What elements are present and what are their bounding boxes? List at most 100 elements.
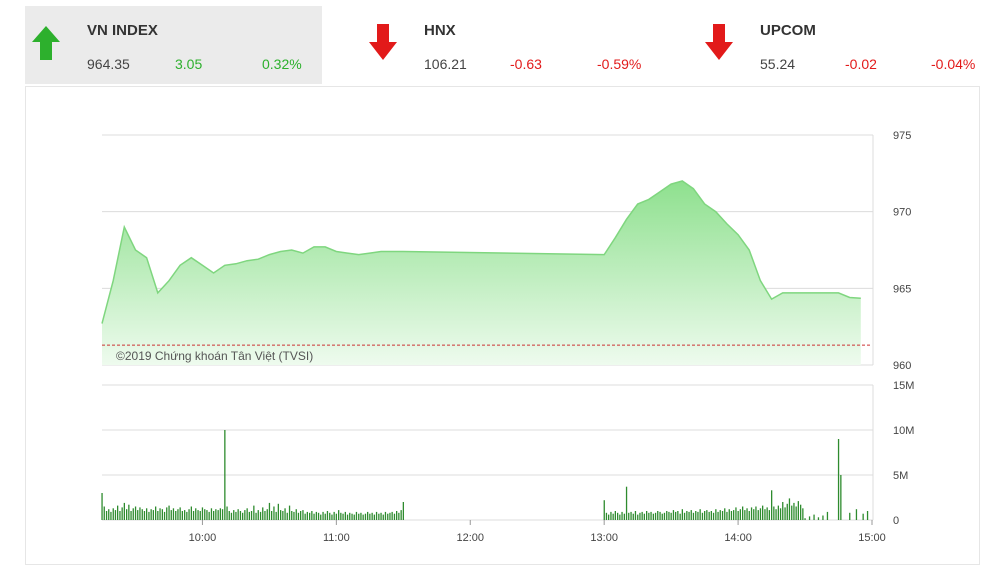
- volume-bar: [273, 506, 275, 520]
- volume-bar: [199, 511, 201, 520]
- volume-bar: [699, 509, 701, 520]
- volume-tick-label: 10M: [893, 425, 914, 437]
- volume-bar: [358, 513, 360, 520]
- volume-bar: [284, 508, 286, 520]
- volume-gridlines: [102, 384, 874, 521]
- volume-bar: [163, 511, 166, 520]
- volume-bar: [297, 512, 300, 520]
- ticker-percent: -0.59%: [597, 56, 642, 72]
- volume-bar: [663, 512, 666, 520]
- volume-bar: [166, 507, 168, 520]
- volume-bar: [612, 513, 614, 520]
- volume-bar: [259, 511, 262, 520]
- volume-bar: [355, 511, 358, 520]
- volume-bar: [250, 511, 253, 520]
- time-tick-label: 13:00: [590, 532, 618, 544]
- volume-bar: [634, 511, 637, 520]
- volume-bar: [257, 510, 259, 520]
- volume-bar: [380, 512, 382, 520]
- volume-bar: [737, 511, 739, 520]
- volume-bar: [630, 511, 632, 520]
- volume-bar: [271, 511, 273, 520]
- ticker-price: 55.24: [760, 56, 796, 72]
- volume-bar: [804, 518, 806, 520]
- volume-bar: [195, 508, 197, 520]
- volume-bar: [788, 498, 791, 520]
- volume-bar: [791, 505, 793, 520]
- ticker-hnx[interactable]: HNX 106.21 -0.63 -0.59%: [362, 6, 659, 84]
- volume-bar: [719, 510, 721, 520]
- ticker-percent: -0.04%: [931, 56, 976, 72]
- volume-bars: [101, 430, 869, 520]
- volume-bar: [389, 512, 391, 520]
- volume-bar: [690, 510, 692, 520]
- volume-bar: [402, 502, 404, 520]
- volume-bar: [768, 510, 770, 520]
- volume-bar: [315, 511, 317, 520]
- volume-bar: [103, 506, 105, 520]
- ticker-upcom[interactable]: UPCOM 55.24 -0.02 -0.04%: [698, 6, 998, 84]
- volume-bar: [692, 512, 695, 520]
- volume-bar: [793, 502, 795, 520]
- volume-bar: [275, 511, 277, 520]
- time-tick-label: 14:00: [724, 532, 752, 544]
- volume-bar: [117, 505, 119, 520]
- volume-bar: [177, 509, 179, 520]
- volume-bar: [235, 511, 237, 520]
- volume-bar: [128, 504, 130, 520]
- volume-bar: [750, 507, 753, 520]
- volume-bar: [322, 511, 324, 520]
- volume-bar: [226, 506, 228, 520]
- volume-bar: [280, 510, 282, 520]
- ticker-vnindex[interactable]: VN INDEX 964.35 3.05 0.32%: [25, 6, 322, 84]
- volume-bar: [192, 511, 195, 520]
- ticker-change: 3.05: [175, 56, 203, 72]
- volume-bar: [304, 513, 306, 520]
- volume-bar: [733, 510, 735, 520]
- price-tick-label: 965: [893, 283, 911, 295]
- volume-bar: [331, 514, 333, 520]
- volume-bar: [333, 511, 335, 520]
- volume-bar: [190, 506, 192, 520]
- volume-bar: [253, 505, 255, 520]
- volume-bar: [605, 512, 608, 520]
- volume-bar: [137, 510, 139, 520]
- volume-bar: [746, 508, 748, 520]
- volume-bar: [724, 508, 726, 520]
- volume-bar: [625, 486, 628, 520]
- ticker-name: HNX: [424, 22, 456, 39]
- price-line: [101, 180, 861, 324]
- volume-bar: [148, 511, 150, 520]
- volume-bar: [188, 509, 190, 520]
- volume-bar: [362, 514, 364, 520]
- volume-bar: [206, 510, 208, 520]
- volume-bar: [855, 509, 858, 520]
- volume-bar: [168, 505, 170, 520]
- volume-bar: [161, 509, 163, 520]
- volume-bar: [675, 511, 677, 520]
- volume-bar: [670, 512, 672, 520]
- volume-bar: [367, 511, 369, 520]
- volume-bar: [179, 507, 181, 520]
- volume-bar: [217, 510, 219, 520]
- volume-bar: [320, 514, 322, 520]
- price-tick-label: 975: [893, 130, 911, 142]
- volume-bar: [134, 506, 137, 520]
- volume-bar: [759, 508, 762, 520]
- volume-bar: [288, 505, 291, 520]
- volume-bar: [866, 511, 869, 520]
- volume-bar: [338, 510, 340, 520]
- arrow-down-icon: [705, 24, 733, 60]
- volume-bar: [837, 439, 840, 520]
- volume-bar: [351, 513, 353, 520]
- volume-bar: [293, 511, 295, 520]
- volume-bar: [681, 509, 683, 520]
- volume-bar: [201, 507, 204, 520]
- time-axis: 10:00 11:00 12:00 13:00 14:00 15:00: [189, 520, 886, 544]
- volume-bar: [648, 512, 650, 520]
- volume-bar: [826, 511, 829, 520]
- volume-bar: [672, 510, 675, 520]
- volume-bar: [398, 512, 400, 520]
- volume-bar: [266, 509, 268, 520]
- volume-bar: [710, 511, 712, 520]
